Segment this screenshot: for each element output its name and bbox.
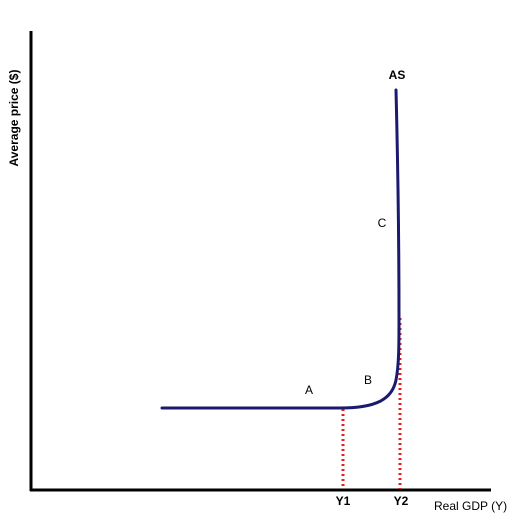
as-curve-label: AS	[389, 68, 406, 82]
point-label-a: A	[305, 383, 313, 397]
point-label-b: B	[364, 373, 372, 387]
tick-label-y1: Y1	[336, 494, 351, 508]
tick-label-y2: Y2	[394, 494, 409, 508]
x-axis-label: Real GDP (Y)	[434, 499, 507, 513]
as-curve	[160, 88, 401, 410]
point-label-c: C	[378, 216, 387, 230]
y-axis-label: Average price ($)	[7, 70, 21, 167]
